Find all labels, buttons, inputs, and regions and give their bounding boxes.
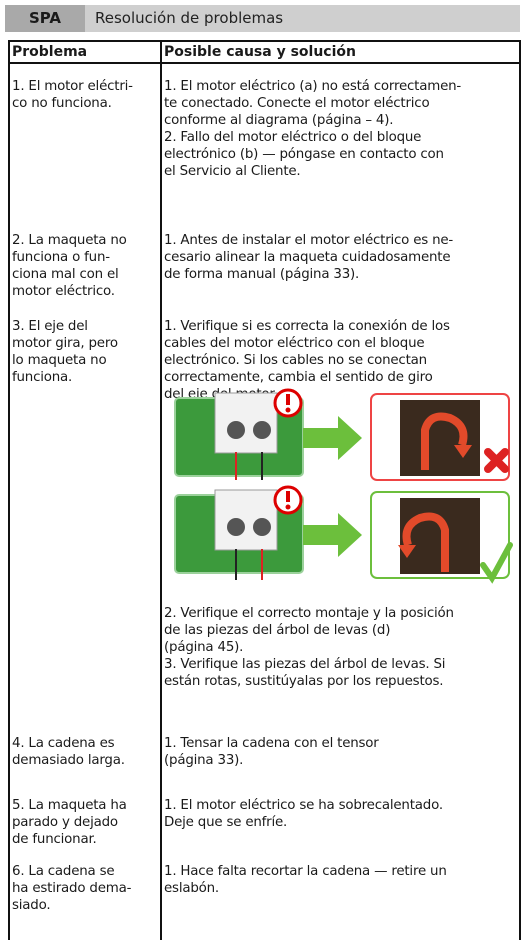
text-line: 1. Verifique si es correcta la conexión … (164, 319, 450, 334)
board-wrong (174, 388, 510, 481)
text-line: 3. El eje del (12, 319, 88, 334)
solution-cell: 1. Antes de instalar el motor eléctrico … (164, 232, 453, 283)
text-line: lo maqueta no (12, 353, 107, 368)
header-rule (8, 62, 520, 64)
text-line: parado y dejado (12, 815, 118, 830)
problem-cell: 3. El eje del motor gira, pero lo maqueta … (12, 318, 118, 386)
header-title: Resolución de problemas (95, 9, 284, 27)
text-line: conforme al diagrama (página – 4). (164, 113, 394, 128)
text-line: 1. El motor eléctri- (12, 79, 133, 94)
text-line: (página 33). (164, 753, 244, 768)
language-code: SPA (5, 5, 85, 32)
text-line: del eje del motor. (164, 387, 278, 402)
text-line: el Servicio al Cliente. (164, 164, 301, 179)
problem-cell: 4. La cadena es demasiado larga. (12, 735, 125, 769)
text-line: de funcionar. (12, 832, 97, 847)
problem-cell: 1. El motor eléctri-co no funciona. (12, 78, 133, 112)
problem-cell: 6. La cadena se ha estirado dema-siado. (12, 863, 131, 914)
text-line: 6. La cadena se (12, 864, 115, 879)
text-line: siado. (12, 898, 51, 913)
column-divider (160, 40, 162, 940)
text-line: motor eléctrico. (12, 284, 115, 299)
solution-cell: 1. Tensar la cadena con el tensor (página… (164, 735, 379, 769)
text-line: 1. El motor eléctrico (a) no está correc… (164, 79, 462, 94)
text-line: eslabón. (164, 881, 219, 896)
text-line: demasiado larga. (12, 753, 125, 768)
text-line: Deje que se enfríe. (164, 815, 288, 830)
text-line: 2. Fallo del motor eléctrico o del bloqu… (164, 130, 422, 145)
text-line: cesario alinear la maqueta cuidadosament… (164, 250, 451, 265)
text-line: electrónico. Si los cables no se conecta… (164, 353, 427, 368)
text-line: 1. Tensar la cadena con el tensor (164, 736, 379, 751)
text-line: te conectado. Conecte el motor eléctrico (164, 96, 430, 111)
text-line: correctamente, cambia el sentido de giro (164, 370, 433, 385)
text-line: 1. El motor eléctrico se ha sobrecalenta… (164, 798, 443, 813)
text-line: 1. Hace falta recortar la cadena — retir… (164, 864, 447, 879)
text-line: (página 45). (164, 640, 244, 655)
solution-cell: 1. Verifique si es correcta la conexión … (164, 318, 450, 403)
table-right (519, 40, 521, 940)
text-line: funciona. (12, 370, 73, 385)
text-line: motor gira, pero (12, 336, 118, 351)
problem-cell: 5. La maqueta ha parado y dejado de funcio… (12, 797, 127, 848)
text-line: de las piezas del árbol de levas (d) (164, 623, 391, 638)
solution-cell: 1. El motor eléctrico (a) no está correc… (164, 78, 461, 180)
table-left (8, 40, 10, 940)
text-line: están rotas, sustitúyalas por los repues… (164, 674, 444, 689)
text-line: de forma manual (página 33). (164, 267, 360, 282)
table-top (8, 40, 520, 42)
solution-cell: 2. Verifique el correcto montaje y la po… (164, 605, 454, 690)
text-line: ciona mal con el (12, 267, 119, 282)
text-line: ha estirado dema- (12, 881, 132, 896)
text-line: 2. La maqueta no (12, 233, 127, 248)
text-line: funciona o fun- (12, 250, 110, 265)
text-line: 3. Verifique las piezas del árbol de lev… (164, 657, 446, 672)
column-header: Posible causa y solución (164, 44, 356, 60)
text-line: electrónico (b) — póngase en contacto co… (164, 147, 444, 162)
text-line: 4. La cadena es (12, 736, 115, 751)
text-line: cables del motor eléctrico con el bloque (164, 336, 425, 351)
problem-cell: 2. La maqueta no funciona o fun-ciona mal… (12, 232, 127, 300)
board-right (174, 485, 513, 584)
solution-cell: 1. El motor eléctrico se ha sobrecalenta… (164, 797, 443, 831)
solution-cell: 1. Hace falta recortar la cadena — retir… (164, 863, 447, 897)
text-line: 1. Antes de instalar el motor eléctrico … (164, 233, 454, 248)
header-bar (5, 5, 520, 32)
text-line: 2. Verifique el correcto montaje y la po… (164, 606, 454, 621)
text-line: co no funciona. (12, 96, 112, 111)
text-line: 5. La maqueta ha (12, 798, 127, 813)
column-header: Problema (12, 44, 88, 60)
